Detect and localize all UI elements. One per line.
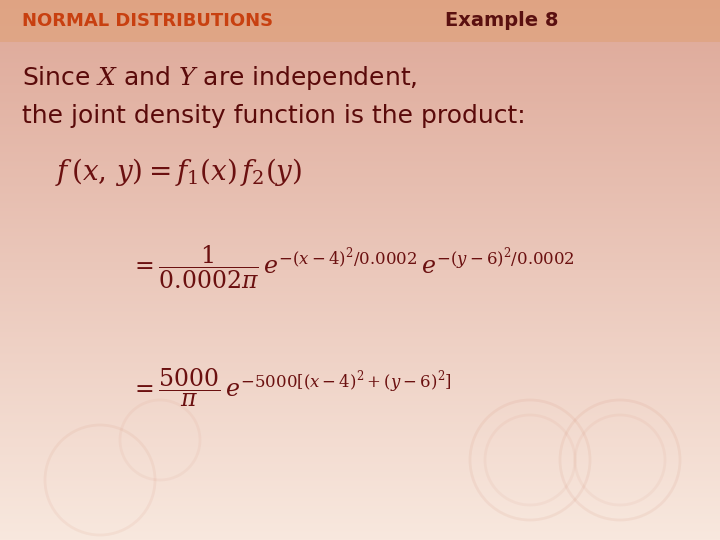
- Text: Since $X$ and $Y$ are independent,: Since $X$ and $Y$ are independent,: [22, 64, 418, 92]
- Bar: [0, 0, 720, 42]
- Text: the joint density function is the product:: the joint density function is the produc…: [22, 104, 526, 128]
- Text: NORMAL DISTRIBUTIONS: NORMAL DISTRIBUTIONS: [22, 12, 273, 30]
- Text: $= \dfrac{5000}{\pi}\, e^{-5000[(x-4)^2+(y-6)^2]}$: $= \dfrac{5000}{\pi}\, e^{-5000[(x-4)^2+…: [130, 367, 452, 409]
- Text: $f\,(x,\,y)= f_1(x)\,f_2(y)$: $f\,(x,\,y)= f_1(x)\,f_2(y)$: [55, 156, 302, 188]
- Text: $= \dfrac{1}{0.0002\pi}\, e^{-(x-4)^2/0.0002}\, e^{-(y-6)^2/0.0002}$: $= \dfrac{1}{0.0002\pi}\, e^{-(x-4)^2/0.…: [130, 244, 575, 291]
- Text: Example 8: Example 8: [445, 11, 559, 30]
